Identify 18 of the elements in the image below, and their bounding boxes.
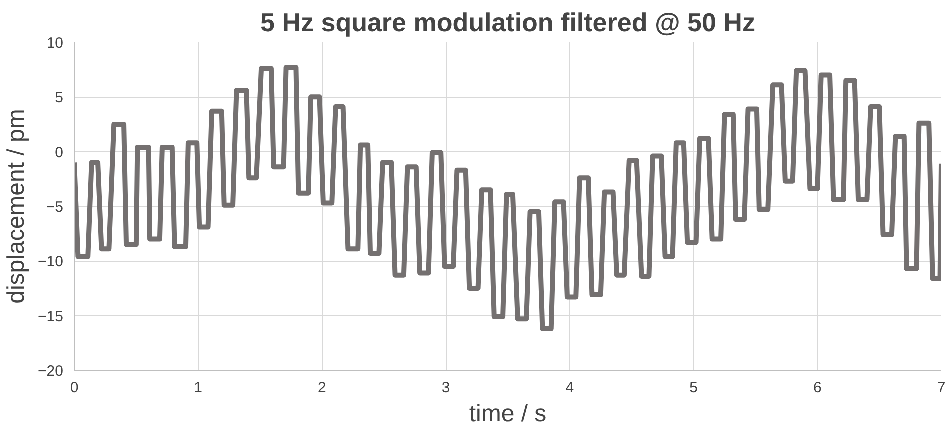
x-tick-label: 3 — [442, 380, 450, 396]
x-tick-label: 4 — [566, 380, 574, 396]
x-tick-label: 1 — [194, 380, 203, 396]
y-tick-label: 10 — [46, 35, 64, 52]
x-tick-label: 5 — [690, 380, 698, 396]
x-tick-label: 6 — [813, 380, 822, 396]
x-tick-label: 0 — [70, 380, 79, 396]
y-tick-label: −20 — [38, 363, 64, 380]
chart-title: 5 Hz square modulation filtered @ 50 Hz — [260, 8, 756, 38]
x-tick-label: 2 — [318, 380, 326, 396]
x-tick-label: 7 — [937, 380, 946, 396]
y-axis-title: displacement / pm — [3, 109, 30, 304]
y-tick-label: 5 — [55, 90, 64, 107]
x-axis-title: time / s — [469, 400, 547, 428]
y-tick-label: −10 — [38, 254, 64, 271]
y-tick-label: −5 — [46, 199, 64, 216]
y-tick-label: 0 — [55, 144, 64, 162]
y-tick-label: −15 — [38, 308, 64, 326]
